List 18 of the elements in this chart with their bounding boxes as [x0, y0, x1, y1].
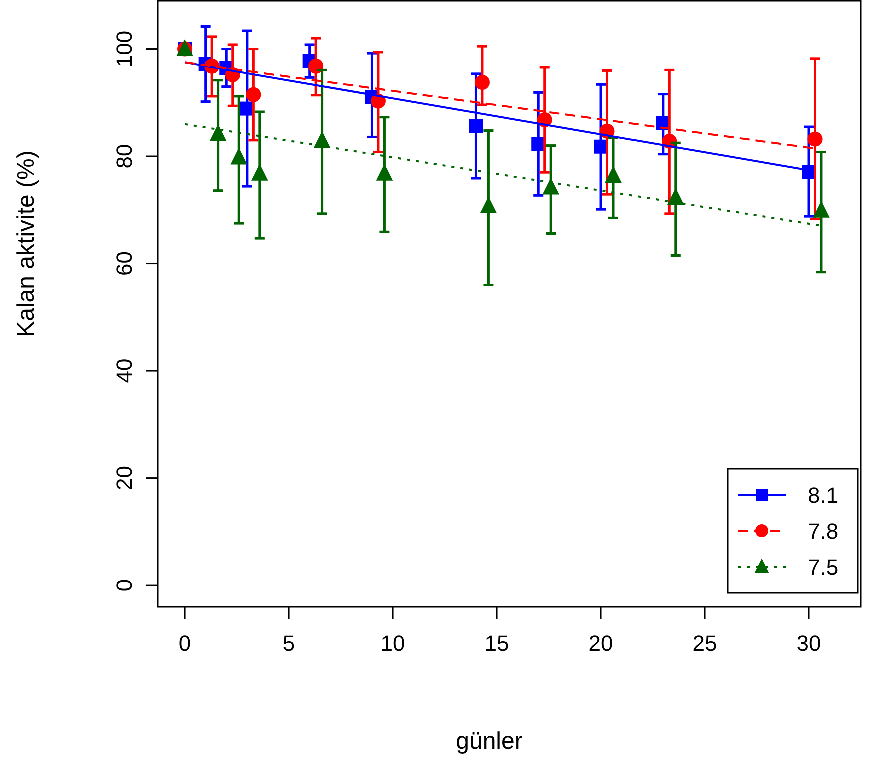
y-tick-label: 100 [112, 30, 137, 68]
legend-label: 7.5 [808, 555, 839, 580]
x-tick-label: 15 [484, 631, 510, 656]
x-tick-label: 30 [796, 631, 822, 656]
legend-label: 8.1 [808, 483, 839, 508]
x-axis-title: günler [456, 728, 523, 755]
x-tick-label: 20 [588, 631, 614, 656]
y-tick-label: 40 [112, 358, 137, 384]
x-tick-label: 5 [282, 631, 296, 656]
x-tick-label: 10 [380, 631, 406, 656]
y-tick-label: 60 [112, 252, 137, 276]
y-tick-label: 20 [112, 466, 137, 491]
x-tick-label: 25 [692, 631, 718, 656]
x-tick-label: 0 [178, 631, 192, 656]
y-tick-label: 80 [112, 144, 137, 169]
y-tick-label: 0 [112, 579, 137, 592]
y-axis-title: Kalan aktivite (%) [13, 150, 40, 338]
legend-label: 7.8 [808, 519, 839, 544]
